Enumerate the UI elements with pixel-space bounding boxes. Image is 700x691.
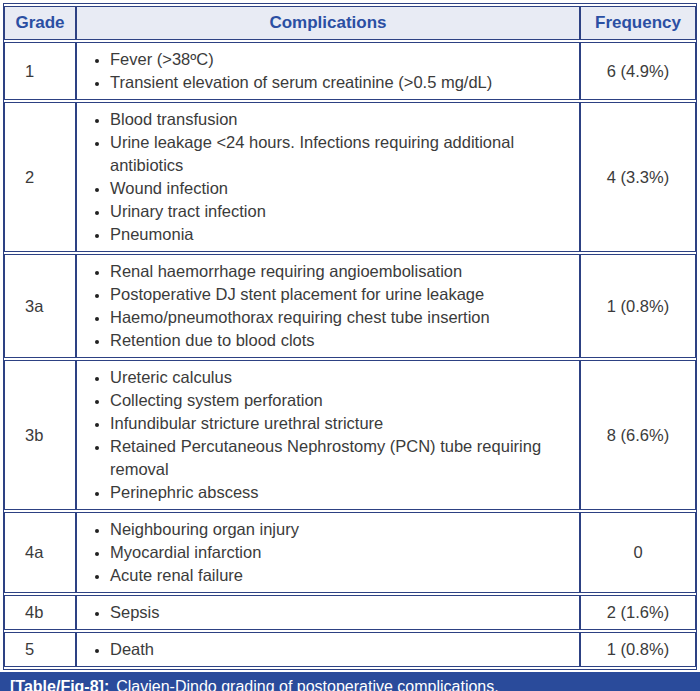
table-header: Grade Complications Frequency bbox=[4, 6, 696, 40]
complication-item: Urine leakage <24 hours. Infections requ… bbox=[110, 131, 571, 177]
complication-item: Sepsis bbox=[110, 601, 571, 624]
column-header-complications: Complications bbox=[76, 6, 580, 40]
table-row: 2 Blood transfusionUrine leakage <24 hou… bbox=[4, 102, 696, 252]
complications-list: Sepsis bbox=[77, 601, 571, 624]
complication-item: Retention due to blood clots bbox=[110, 329, 571, 352]
frequency-cell: 0 bbox=[580, 512, 696, 593]
complication-item: Blood transfusion bbox=[110, 108, 571, 131]
complication-item: Retained Percutaneous Nephrostomy (PCN) … bbox=[110, 435, 571, 481]
complication-item: Urinary tract infection bbox=[110, 200, 571, 223]
grade-cell: 2 bbox=[4, 102, 76, 252]
complications-cell: Neighbouring organ injuryMyocardial infa… bbox=[76, 512, 580, 593]
complication-item: Renal haemorrhage requiring angioembolis… bbox=[110, 260, 571, 283]
table-row: 3b Ureteric calculusCollecting system pe… bbox=[4, 360, 696, 510]
frequency-cell: 1 (0.8%) bbox=[580, 254, 696, 358]
complications-cell: Blood transfusionUrine leakage <24 hours… bbox=[76, 102, 580, 252]
column-header-grade: Grade bbox=[4, 6, 76, 40]
complication-item: Transient elevation of serum creatinine … bbox=[110, 71, 571, 94]
complication-item: Acute renal failure bbox=[110, 564, 571, 587]
table-row: 4a Neighbouring organ injuryMyocardial i… bbox=[4, 512, 696, 593]
grade-cell: 1 bbox=[4, 42, 76, 100]
caption-text: Clavien-Dindo grading of postoperative c… bbox=[116, 678, 498, 691]
complication-item: Ureteric calculus bbox=[110, 366, 571, 389]
complications-list: Ureteric calculusCollecting system perfo… bbox=[77, 366, 571, 504]
frequency-cell: 6 (4.9%) bbox=[580, 42, 696, 100]
complications-table: Grade Complications Frequency 1 Fever (>… bbox=[3, 3, 697, 670]
complication-item: Haemo/pneumothorax requiring chest tube … bbox=[110, 306, 571, 329]
complication-item: Fever (>38ºC) bbox=[110, 48, 571, 71]
complication-item: Pneumonia bbox=[110, 223, 571, 246]
frequency-cell: 4 (3.3%) bbox=[580, 102, 696, 252]
table-row: 1 Fever (>38ºC)Transient elevation of se… bbox=[4, 42, 696, 100]
grade-cell: 3b bbox=[4, 360, 76, 510]
complication-item: Collecting system perforation bbox=[110, 389, 571, 412]
complication-item: Infundibular stricture urethral strictur… bbox=[110, 412, 571, 435]
grade-cell: 4a bbox=[4, 512, 76, 593]
complications-list: Fever (>38ºC)Transient elevation of seru… bbox=[77, 48, 571, 94]
complication-item: Neighbouring organ injury bbox=[110, 518, 571, 541]
caption-label: [Table/Fig-8]: bbox=[10, 678, 109, 691]
complications-cell: Renal haemorrhage requiring angioembolis… bbox=[76, 254, 580, 358]
table-row: 3a Renal haemorrhage requiring angioembo… bbox=[4, 254, 696, 358]
complications-cell: Ureteric calculusCollecting system perfo… bbox=[76, 360, 580, 510]
complications-cell: Fever (>38ºC)Transient elevation of seru… bbox=[76, 42, 580, 100]
complications-list: Blood transfusionUrine leakage <24 hours… bbox=[77, 108, 571, 246]
frequency-cell: 8 (6.6%) bbox=[580, 360, 696, 510]
table-row: 4b Sepsis 2 (1.6%) bbox=[4, 595, 696, 630]
table-row: 5 Death 1 (0.8%) bbox=[4, 632, 696, 667]
complication-item: Wound infection bbox=[110, 177, 571, 200]
frequency-cell: 1 (0.8%) bbox=[580, 632, 696, 667]
complication-item: Postoperative DJ stent placement for uri… bbox=[110, 283, 571, 306]
complications-cell: Death bbox=[76, 632, 580, 667]
complications-list: Renal haemorrhage requiring angioembolis… bbox=[77, 260, 571, 352]
complication-item: Myocardial infarction bbox=[110, 541, 571, 564]
complication-item: Perinephric abscess bbox=[110, 481, 571, 504]
grade-cell: 4b bbox=[4, 595, 76, 630]
grade-cell: 5 bbox=[4, 632, 76, 667]
figure-page: Grade Complications Frequency 1 Fever (>… bbox=[0, 0, 700, 691]
table-body: 1 Fever (>38ºC)Transient elevation of se… bbox=[4, 42, 696, 667]
header-row: Grade Complications Frequency bbox=[4, 6, 696, 40]
grade-cell: 3a bbox=[4, 254, 76, 358]
table-caption-bar: [Table/Fig-8]: Clavien-Dindo grading of … bbox=[0, 672, 700, 691]
complications-list: Neighbouring organ injuryMyocardial infa… bbox=[77, 518, 571, 587]
complications-cell: Sepsis bbox=[76, 595, 580, 630]
frequency-cell: 2 (1.6%) bbox=[580, 595, 696, 630]
complication-item: Death bbox=[110, 638, 571, 661]
complications-list: Death bbox=[77, 638, 571, 661]
table-wrapper: Grade Complications Frequency 1 Fever (>… bbox=[0, 0, 700, 670]
column-header-frequency: Frequency bbox=[580, 6, 696, 40]
